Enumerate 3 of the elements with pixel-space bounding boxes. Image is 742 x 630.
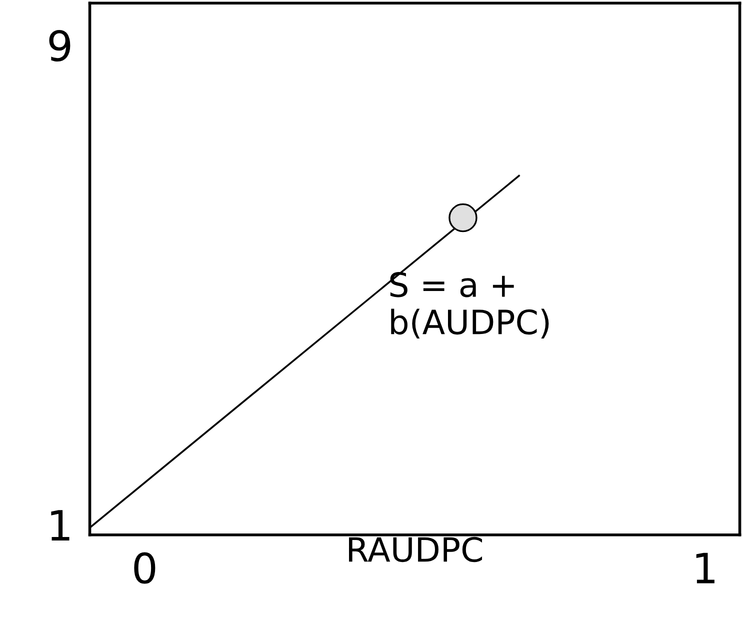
x-axis-title: RAUDPC (349, 536, 482, 562)
x-tick-label: 0 (134, 552, 156, 584)
y-tick-label: 9 (49, 30, 70, 62)
